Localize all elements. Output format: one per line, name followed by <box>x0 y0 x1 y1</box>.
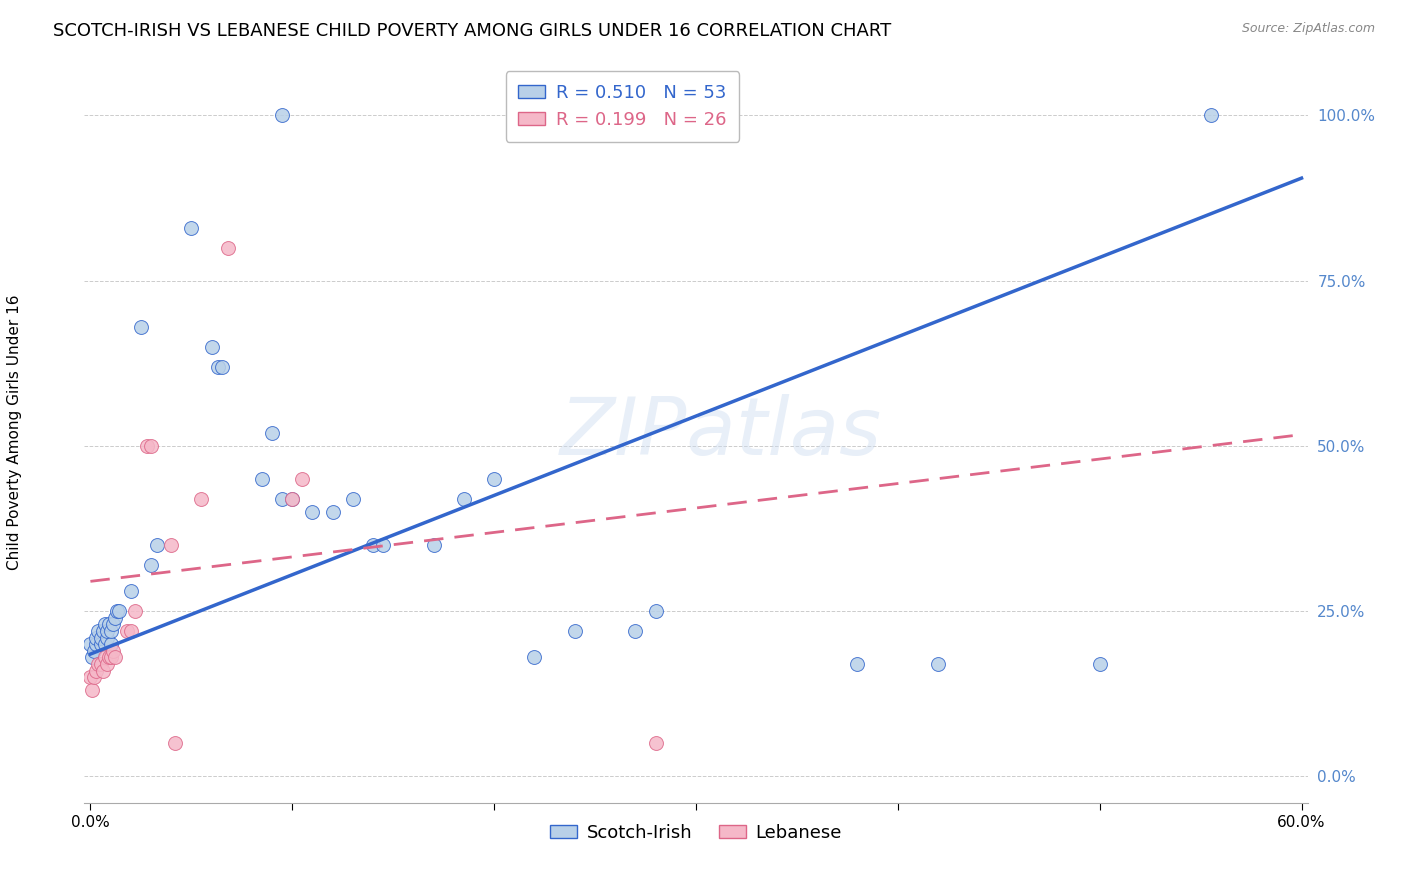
Point <box>624 624 647 638</box>
Point <box>271 491 294 506</box>
Point <box>190 491 212 506</box>
Point <box>644 736 666 750</box>
Point <box>96 624 118 638</box>
Point <box>482 472 505 486</box>
Point <box>93 650 115 665</box>
Point <box>217 240 239 255</box>
Point <box>105 604 128 618</box>
Point <box>79 637 101 651</box>
Point <box>136 439 159 453</box>
Point <box>250 472 273 486</box>
Text: ZIPatlas: ZIPatlas <box>560 393 882 472</box>
Point <box>124 604 146 618</box>
Point <box>422 538 444 552</box>
Point <box>96 657 118 671</box>
Point <box>180 220 202 235</box>
Point <box>101 617 124 632</box>
Point <box>200 340 222 354</box>
Point <box>281 491 304 506</box>
Point <box>271 108 294 122</box>
Point <box>89 637 111 651</box>
Point <box>87 657 110 671</box>
Point <box>846 657 869 671</box>
Point <box>93 617 115 632</box>
Point <box>129 319 152 334</box>
Point <box>160 538 183 552</box>
Point <box>564 624 586 638</box>
Point <box>82 650 104 665</box>
Point <box>453 491 475 506</box>
Point <box>100 624 122 638</box>
Point <box>91 624 114 638</box>
Point <box>523 650 546 665</box>
Point <box>79 670 101 684</box>
Point <box>139 558 162 572</box>
Point <box>1199 108 1222 122</box>
Point <box>291 472 314 486</box>
Point <box>100 637 122 651</box>
Point <box>120 584 142 599</box>
Point <box>342 491 364 506</box>
Point <box>97 650 120 665</box>
Point <box>82 683 104 698</box>
Point <box>89 657 111 671</box>
Point <box>100 650 122 665</box>
Point <box>644 604 666 618</box>
Point <box>101 644 124 658</box>
Point <box>91 664 114 678</box>
Point <box>165 736 187 750</box>
Point <box>1088 657 1111 671</box>
Point <box>86 637 108 651</box>
Point <box>107 604 129 618</box>
Text: Source: ZipAtlas.com: Source: ZipAtlas.com <box>1241 22 1375 36</box>
Point <box>322 505 344 519</box>
Legend: Scotch-Irish, Lebanese: Scotch-Irish, Lebanese <box>543 817 849 849</box>
Point <box>207 359 229 374</box>
Y-axis label: Child Poverty Among Girls Under 16: Child Poverty Among Girls Under 16 <box>7 295 22 570</box>
Point <box>89 631 111 645</box>
Point <box>93 637 115 651</box>
Point <box>301 505 323 519</box>
Point <box>104 650 127 665</box>
Point <box>96 631 118 645</box>
Point <box>104 611 127 625</box>
Point <box>115 624 138 638</box>
Point <box>371 538 394 552</box>
Point <box>146 538 169 552</box>
Point <box>139 439 162 453</box>
Point <box>927 657 949 671</box>
Point <box>120 624 142 638</box>
Point <box>281 491 304 506</box>
Text: SCOTCH-IRISH VS LEBANESE CHILD POVERTY AMONG GIRLS UNDER 16 CORRELATION CHART: SCOTCH-IRISH VS LEBANESE CHILD POVERTY A… <box>53 22 891 40</box>
Point <box>97 617 120 632</box>
Point <box>87 624 110 638</box>
Point <box>262 425 284 440</box>
Point <box>211 359 233 374</box>
Point <box>86 631 108 645</box>
Point <box>83 670 105 684</box>
Point <box>83 644 105 658</box>
Point <box>86 664 108 678</box>
Point <box>361 538 384 552</box>
